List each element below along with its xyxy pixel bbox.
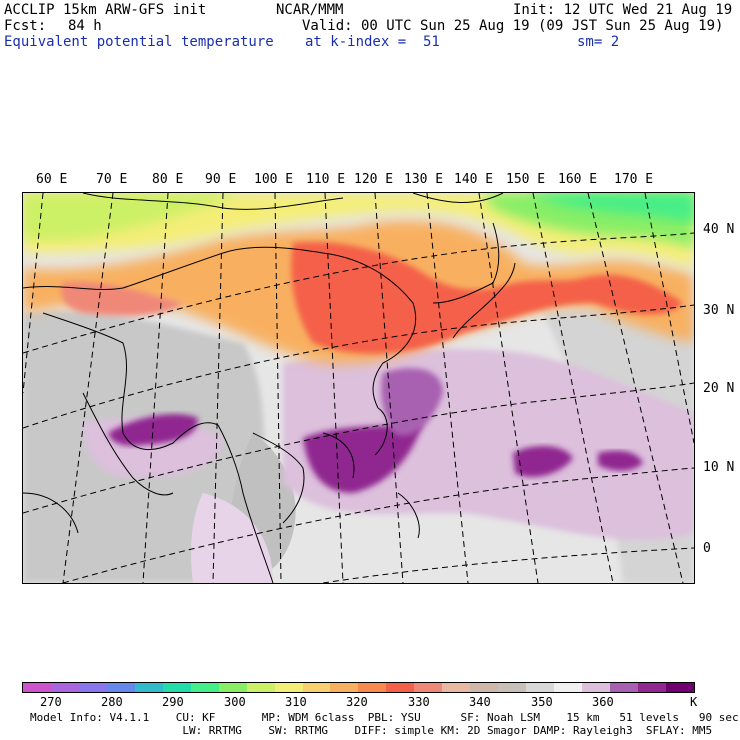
lon-label-100e: 100 E xyxy=(254,172,294,187)
organization: NCAR/MMM xyxy=(276,2,344,18)
field-purple-pacific-1 xyxy=(513,446,573,478)
colorbar-label-290: 290 xyxy=(162,695,184,709)
lon-label-120e: 120 E xyxy=(354,172,394,187)
colorbar-swatch-21 xyxy=(610,683,638,692)
footer-physics-info: LW: RRTMG SW: RRTMG DIFF: simple KM: 2D … xyxy=(30,724,713,737)
colorbar-swatch-5 xyxy=(162,683,191,692)
field-purple-philippines xyxy=(381,368,443,436)
lat-label-30n: 30 N xyxy=(703,303,735,318)
field-purple-bengal xyxy=(108,413,198,446)
level-label: at k-index = 51 xyxy=(305,34,440,50)
fcst-label: Fcst: xyxy=(4,18,47,34)
field-salmon-west xyxy=(61,282,183,316)
lon-label-160e: 160 E xyxy=(558,172,598,187)
map-canvas xyxy=(23,193,694,583)
colorbar-swatch-12 xyxy=(358,683,387,692)
field-violet-south xyxy=(191,493,273,583)
colorbar-swatch-15 xyxy=(442,683,471,692)
graticule xyxy=(23,193,694,583)
colorbar-swatch-16 xyxy=(470,683,499,692)
colorbar-label-320: 320 xyxy=(346,695,368,709)
lat-label-10n: 10 N xyxy=(703,460,735,475)
fcst-value: 84 h xyxy=(68,18,102,34)
colorbar-label-330: 330 xyxy=(408,695,430,709)
lon-label-90e: 90 E xyxy=(205,172,237,187)
init-time: Init: 12 UTC Wed 21 Aug 19 xyxy=(513,2,733,18)
colorbar-swatch-8 xyxy=(246,683,275,692)
colorbar-label-280: 280 xyxy=(101,695,123,709)
lon-label-60e: 60 E xyxy=(36,172,68,187)
colorbar-label-270: 270 xyxy=(40,695,62,709)
model-title: ACCLIP 15km ARW-GFS init xyxy=(4,2,207,18)
lat-label-40n: 40 N xyxy=(703,222,735,237)
lon-label-150e: 150 E xyxy=(506,172,546,187)
colorbar-unit: K xyxy=(690,695,698,709)
lon-label-130e: 130 E xyxy=(404,172,444,187)
footer-model-info: Model Info: V4.1.1 CU: KF MP: WDM 6class… xyxy=(30,711,739,724)
lon-label-110e: 110 E xyxy=(306,172,346,187)
lon-label-170e: 170 E xyxy=(614,172,654,187)
colorbar-swatch-19 xyxy=(554,683,583,692)
colorbar-swatch-18 xyxy=(526,683,555,692)
lat-label-0: 0 xyxy=(703,541,711,556)
coastlines xyxy=(23,193,516,583)
colorbar-label-350: 350 xyxy=(531,695,553,709)
valid-time: Valid: 00 UTC Sun 25 Aug 19 (09 JST Sun … xyxy=(302,18,724,34)
field-green-northeast xyxy=(523,193,694,223)
colorbar-label-360: 360 xyxy=(592,695,614,709)
colorbar-swatch-11 xyxy=(330,683,359,692)
colorbar-swatch-22 xyxy=(637,683,666,692)
colorbar-swatch-10 xyxy=(302,683,331,692)
theta-e-map xyxy=(22,192,695,584)
colorbar-swatch-1 xyxy=(50,683,79,692)
field-purple-pacific-2 xyxy=(598,450,643,471)
colorbar-swatch-14 xyxy=(414,683,443,692)
colorbar-label-300: 300 xyxy=(224,695,246,709)
field-purple-scs xyxy=(303,423,423,493)
colorbar-swatch-17 xyxy=(498,683,527,692)
colorbar-label-340: 340 xyxy=(469,695,491,709)
colorbar-label-310: 310 xyxy=(285,695,307,709)
lat-label-20n: 20 N xyxy=(703,381,735,396)
colorbar-swatch-0 xyxy=(23,683,51,692)
colorbar xyxy=(22,682,695,693)
field-red-band xyxy=(291,242,683,354)
colorbar-swatch-23 xyxy=(665,683,694,692)
smoothing-label: sm= 2 xyxy=(577,34,620,50)
colorbar-swatch-7 xyxy=(218,683,247,692)
lon-label-140e: 140 E xyxy=(454,172,494,187)
field-name: Equivalent potential temperature xyxy=(4,34,274,50)
colorbar-swatch-3 xyxy=(106,683,135,692)
lon-label-70e: 70 E xyxy=(96,172,128,187)
colorbar-swatch-4 xyxy=(134,683,163,692)
field-green-west xyxy=(23,193,243,241)
colorbar-swatch-13 xyxy=(386,683,415,692)
colorbar-swatch-6 xyxy=(190,683,219,692)
colorbar-swatch-20 xyxy=(582,683,611,692)
colorbar-swatch-2 xyxy=(78,683,107,692)
lon-label-80e: 80 E xyxy=(152,172,184,187)
colorbar-swatch-9 xyxy=(274,683,303,692)
